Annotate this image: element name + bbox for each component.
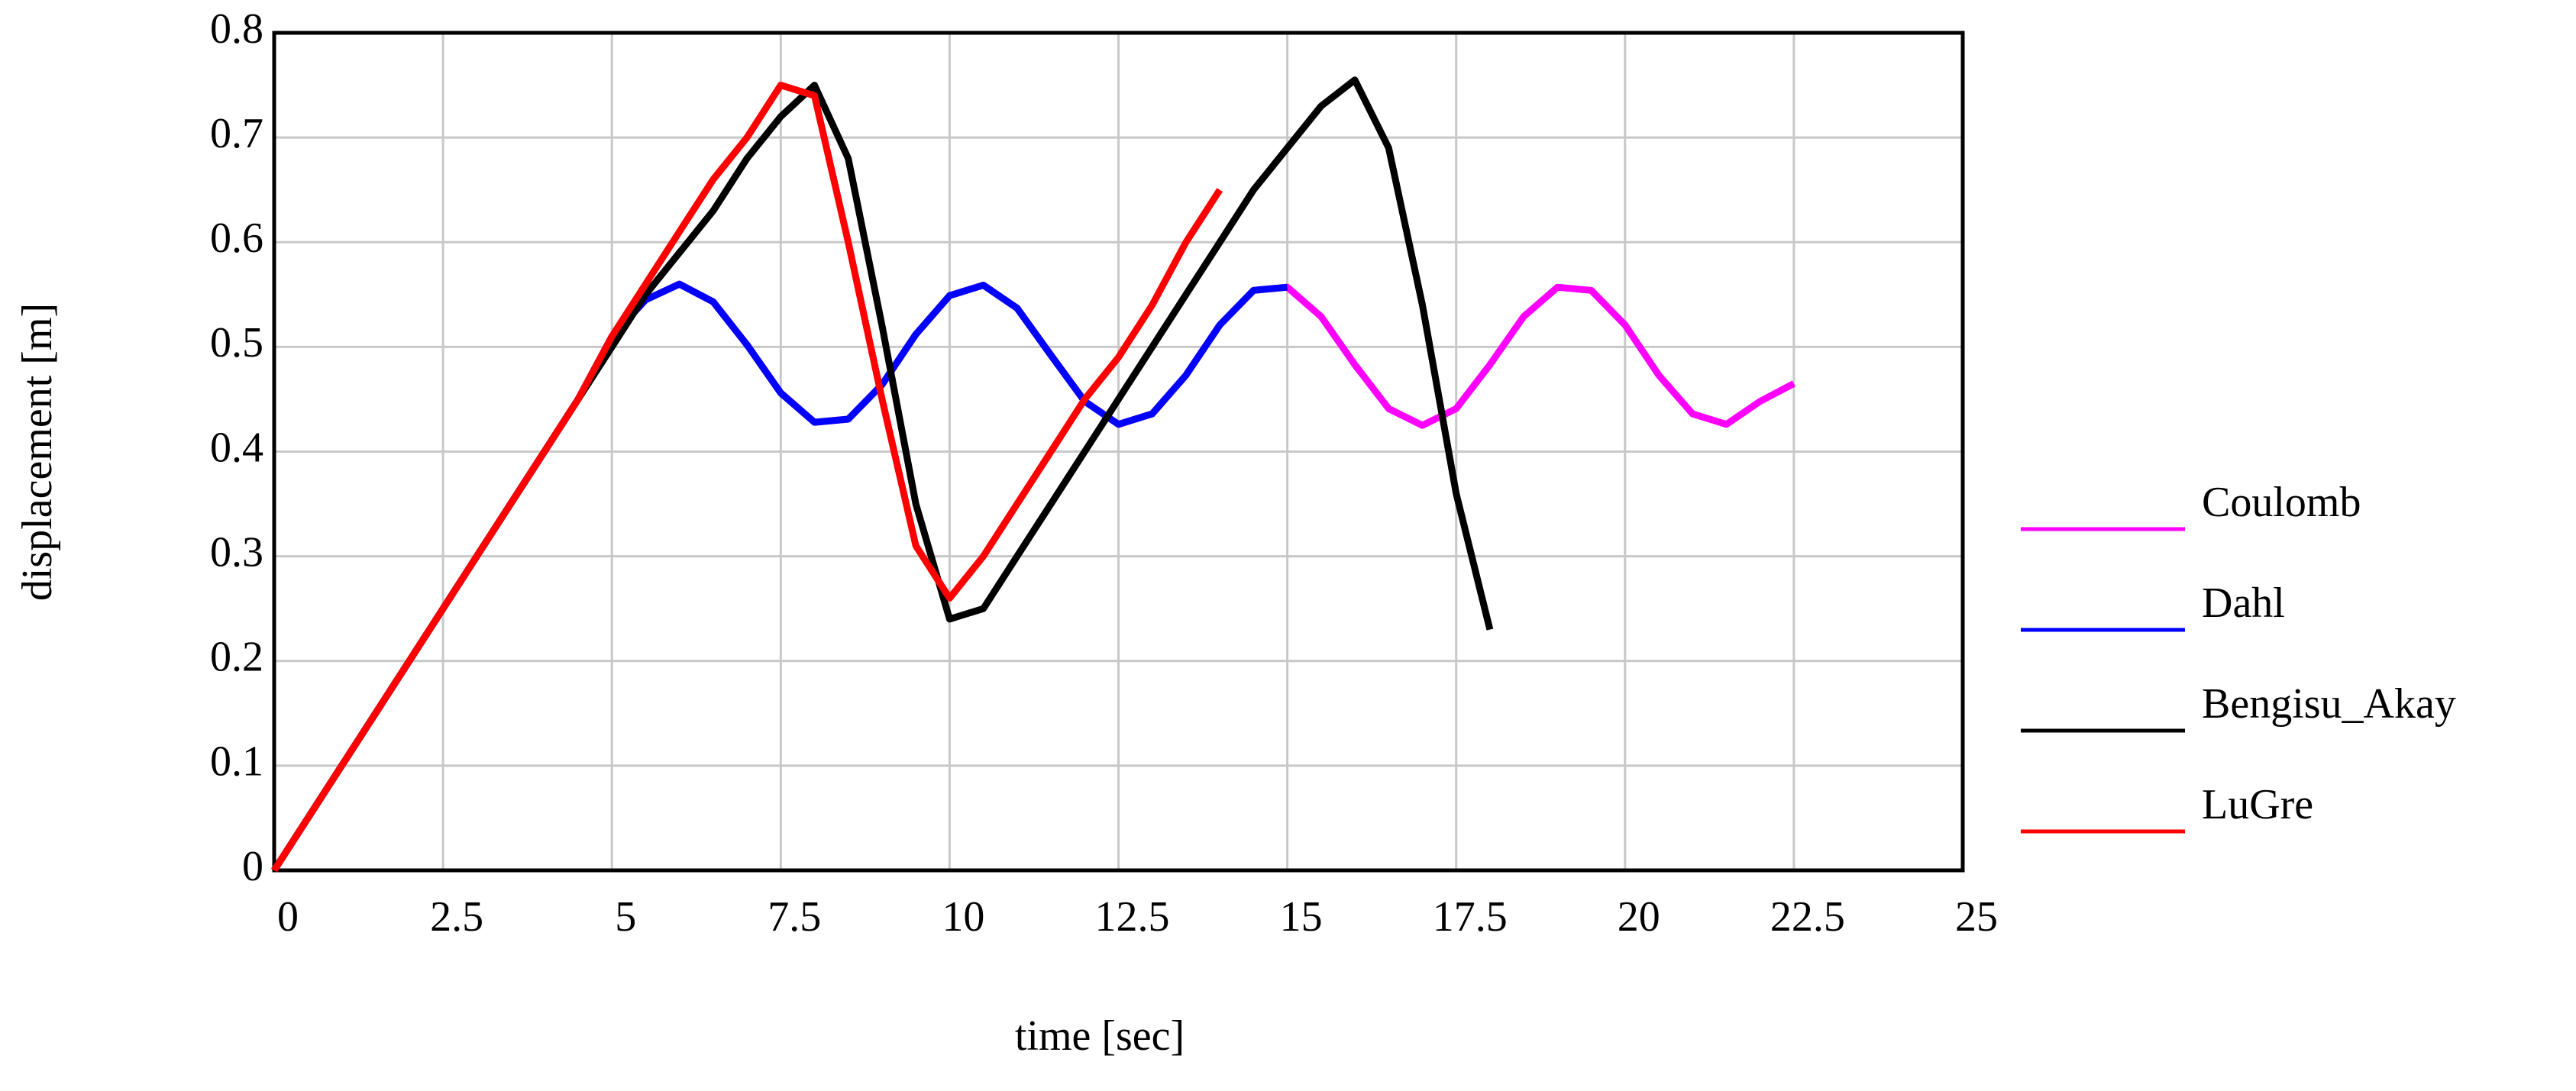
legend-label: Bengisu_Akay (2202, 680, 2456, 728)
legend-label: LuGre (2202, 781, 2313, 828)
y-tick-label: 0.4 (210, 424, 263, 471)
x-axis-label: time [sec] (1015, 1012, 1185, 1060)
x-tick-label: 15 (1280, 893, 1323, 941)
x-tick-label: 12.5 (1095, 893, 1170, 941)
x-tick-label: 20 (1618, 893, 1660, 941)
series-line (271, 82, 1223, 873)
x-tick-label: 22.5 (1770, 893, 1845, 941)
y-tick-label: 0.6 (210, 215, 263, 262)
y-axis-label: displacement [m] (14, 303, 61, 601)
x-tick-label: 2.5 (430, 893, 483, 941)
legend-label: Dahl (2202, 579, 2285, 627)
series-line (271, 76, 1494, 873)
y-tick-label: 0.7 (210, 110, 263, 157)
y-tick-label: 0.1 (210, 738, 263, 786)
x-tick-label: 5 (615, 893, 636, 941)
y-tick-label: 0.8 (210, 5, 263, 53)
x-tick-label: 0 (277, 893, 299, 941)
x-tick-label: 7.5 (768, 893, 821, 941)
y-tick-label: 0.2 (210, 634, 263, 681)
y-tick-label: 0.5 (210, 319, 263, 366)
x-tick-label: 17.5 (1433, 893, 1508, 941)
x-tick-label: 25 (1955, 893, 1998, 941)
y-tick-label: 0 (242, 843, 263, 890)
series-line (271, 280, 1795, 873)
y-tick-label: 0.3 (210, 528, 263, 576)
plot-frame (272, 31, 1965, 873)
x-tick-label: 10 (942, 893, 984, 941)
legend-label: Coulomb (2202, 479, 2361, 526)
